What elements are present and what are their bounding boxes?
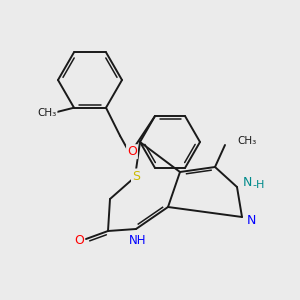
Text: O: O: [127, 145, 137, 158]
Text: -H: -H: [253, 180, 265, 190]
Text: CH₃: CH₃: [237, 136, 256, 146]
Text: NH: NH: [129, 235, 147, 248]
Text: N: N: [246, 214, 256, 227]
Text: S: S: [132, 169, 140, 182]
Text: CH₃: CH₃: [38, 108, 57, 118]
Text: O: O: [74, 235, 84, 248]
Text: N: N: [242, 176, 252, 190]
